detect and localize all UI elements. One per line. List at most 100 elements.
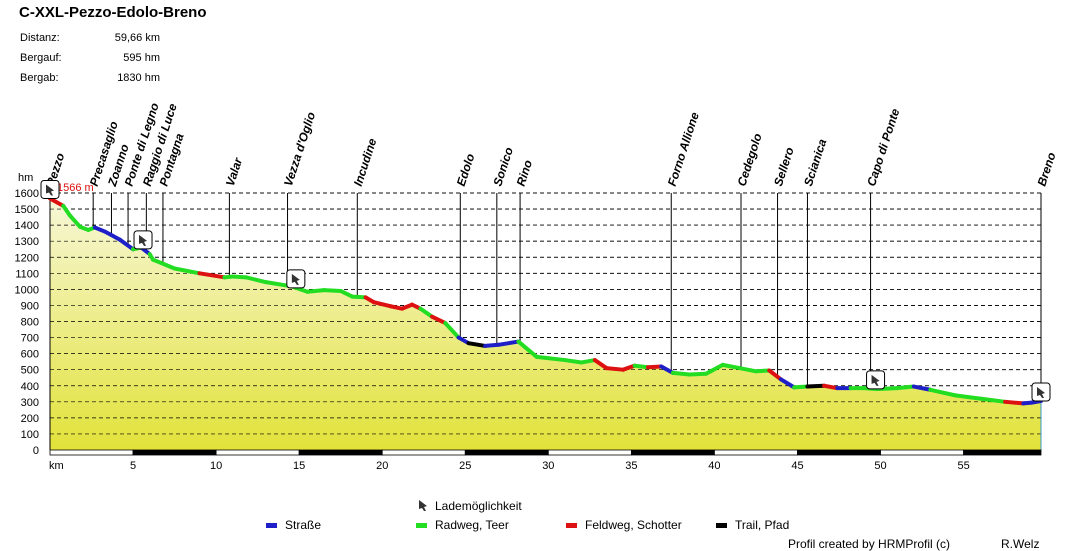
waypoint-label: Capo di Ponte xyxy=(864,107,902,188)
x-axis-segment xyxy=(49,449,134,456)
profile-segment xyxy=(704,362,725,376)
profile-segment xyxy=(822,383,840,391)
profile-segment xyxy=(534,354,567,363)
profile-segment xyxy=(737,366,758,374)
profile-segment xyxy=(483,342,501,348)
profile-segment xyxy=(418,306,435,319)
profile-title: C-XXL-Pezzo-Edolo-Breno xyxy=(19,4,207,21)
y-tick-label: 1300 xyxy=(15,236,39,248)
profile-segment xyxy=(632,363,650,370)
x-tick-label: 10 xyxy=(210,460,222,472)
waypoint-label: Valar xyxy=(223,155,246,188)
charging-marker xyxy=(133,230,153,250)
x-tick-label: 45 xyxy=(791,460,803,472)
x-axis-segment xyxy=(298,449,383,456)
profile-segment xyxy=(197,271,227,280)
profile-segment xyxy=(767,368,783,382)
y-tick-label: 900 xyxy=(21,300,39,312)
charging-icon xyxy=(46,184,54,196)
x-axis-segment xyxy=(547,449,632,456)
x-tick-label: 50 xyxy=(874,460,886,472)
legend-swatch-road xyxy=(266,523,277,528)
y-tick-label: 1600 xyxy=(15,188,39,200)
profile-segment xyxy=(150,257,177,271)
x-tick-label: 15 xyxy=(293,460,305,472)
y-tick-label: 300 xyxy=(21,397,39,409)
profile-segment xyxy=(67,213,82,229)
charging-marker xyxy=(40,179,60,199)
descent-value: 1830 hm xyxy=(117,72,160,84)
descent-label: Bergab: xyxy=(20,72,59,84)
max-elevation-label: 1566 m xyxy=(57,182,94,194)
x-axis-segment xyxy=(381,449,466,456)
x-tick-label: 30 xyxy=(542,460,554,472)
x-tick-label: 5 xyxy=(130,460,136,472)
profile-segment xyxy=(496,339,521,347)
waypoint-label: Cedegolo xyxy=(735,132,765,188)
profile-segment xyxy=(778,377,797,390)
charging-marker xyxy=(866,370,886,390)
profile-segment xyxy=(443,321,461,340)
x-axis-label: km xyxy=(49,460,64,472)
profile-segment xyxy=(805,383,827,389)
waypoint-label: Scianica xyxy=(801,137,829,188)
distance-label: Distanz: xyxy=(20,32,60,44)
x-axis-segment xyxy=(963,449,1042,456)
profile-segment xyxy=(48,196,66,208)
waypoint-label: Incudine xyxy=(351,136,380,188)
profile-segment xyxy=(592,358,609,371)
x-tick-label: 20 xyxy=(376,460,388,472)
x-axis-segment xyxy=(132,449,217,456)
x-tick-label: 25 xyxy=(459,460,471,472)
x-axis-segment xyxy=(880,449,964,456)
legend-label-cycleway: Radweg, Teer xyxy=(435,518,509,532)
y-tick-label: 400 xyxy=(21,381,39,393)
profile-segment xyxy=(230,274,249,280)
profile-segment xyxy=(430,314,448,326)
profile-segment xyxy=(562,358,584,365)
waypoint-label: Breno xyxy=(1035,151,1059,188)
charging-legend-label: Lademöglichkeit xyxy=(435,499,522,513)
y-tick-label: 1400 xyxy=(15,220,39,232)
waypoint-label: Forno Allione xyxy=(665,110,702,188)
profile-segment xyxy=(102,229,122,242)
legend-label-gravel: Feldweg, Schotter xyxy=(585,518,682,532)
profile-segment xyxy=(792,384,810,390)
x-axis-segment xyxy=(797,449,881,456)
y-tick-label: 1200 xyxy=(15,252,39,264)
profile-segment xyxy=(305,288,327,294)
x-axis-segment xyxy=(215,449,300,456)
profile-segment xyxy=(621,363,637,372)
charging-marker xyxy=(286,269,306,289)
profile-segment xyxy=(645,364,664,370)
legend-swatch-cycleway xyxy=(416,523,427,528)
legend-label-road: Straße xyxy=(285,518,322,532)
waypoint-label: Sellero xyxy=(771,146,797,188)
profile-segment xyxy=(523,345,539,359)
profile-segment xyxy=(350,294,368,300)
charging-legend-icon xyxy=(419,500,427,511)
charging-marker xyxy=(1031,382,1051,402)
waypoint-label: Edolo xyxy=(454,152,478,188)
charging-icon xyxy=(871,374,880,386)
profile-segment xyxy=(753,368,772,374)
profile-segment xyxy=(371,300,393,309)
charging-icon xyxy=(139,234,148,246)
x-axis-segment xyxy=(464,449,549,456)
author-text: R.Welz xyxy=(1001,537,1040,551)
waypoint-label: Rino xyxy=(514,158,536,188)
y-axis-label: hm xyxy=(18,172,33,184)
distance-value: 59,66 km xyxy=(114,32,160,44)
profile-segment xyxy=(117,237,136,252)
profile-segment xyxy=(953,393,983,401)
profile-segment xyxy=(687,371,709,377)
credit-text: Profil created by HRMProfil (c) xyxy=(788,537,951,551)
legend-swatch-gravel xyxy=(566,523,577,528)
y-tick-label: 1500 xyxy=(15,204,39,216)
profile-segment xyxy=(911,384,933,392)
profile-segment xyxy=(579,358,597,365)
legend-swatch-trail xyxy=(716,523,727,528)
profile-segment xyxy=(322,288,343,293)
y-tick-label: 200 xyxy=(21,413,39,425)
